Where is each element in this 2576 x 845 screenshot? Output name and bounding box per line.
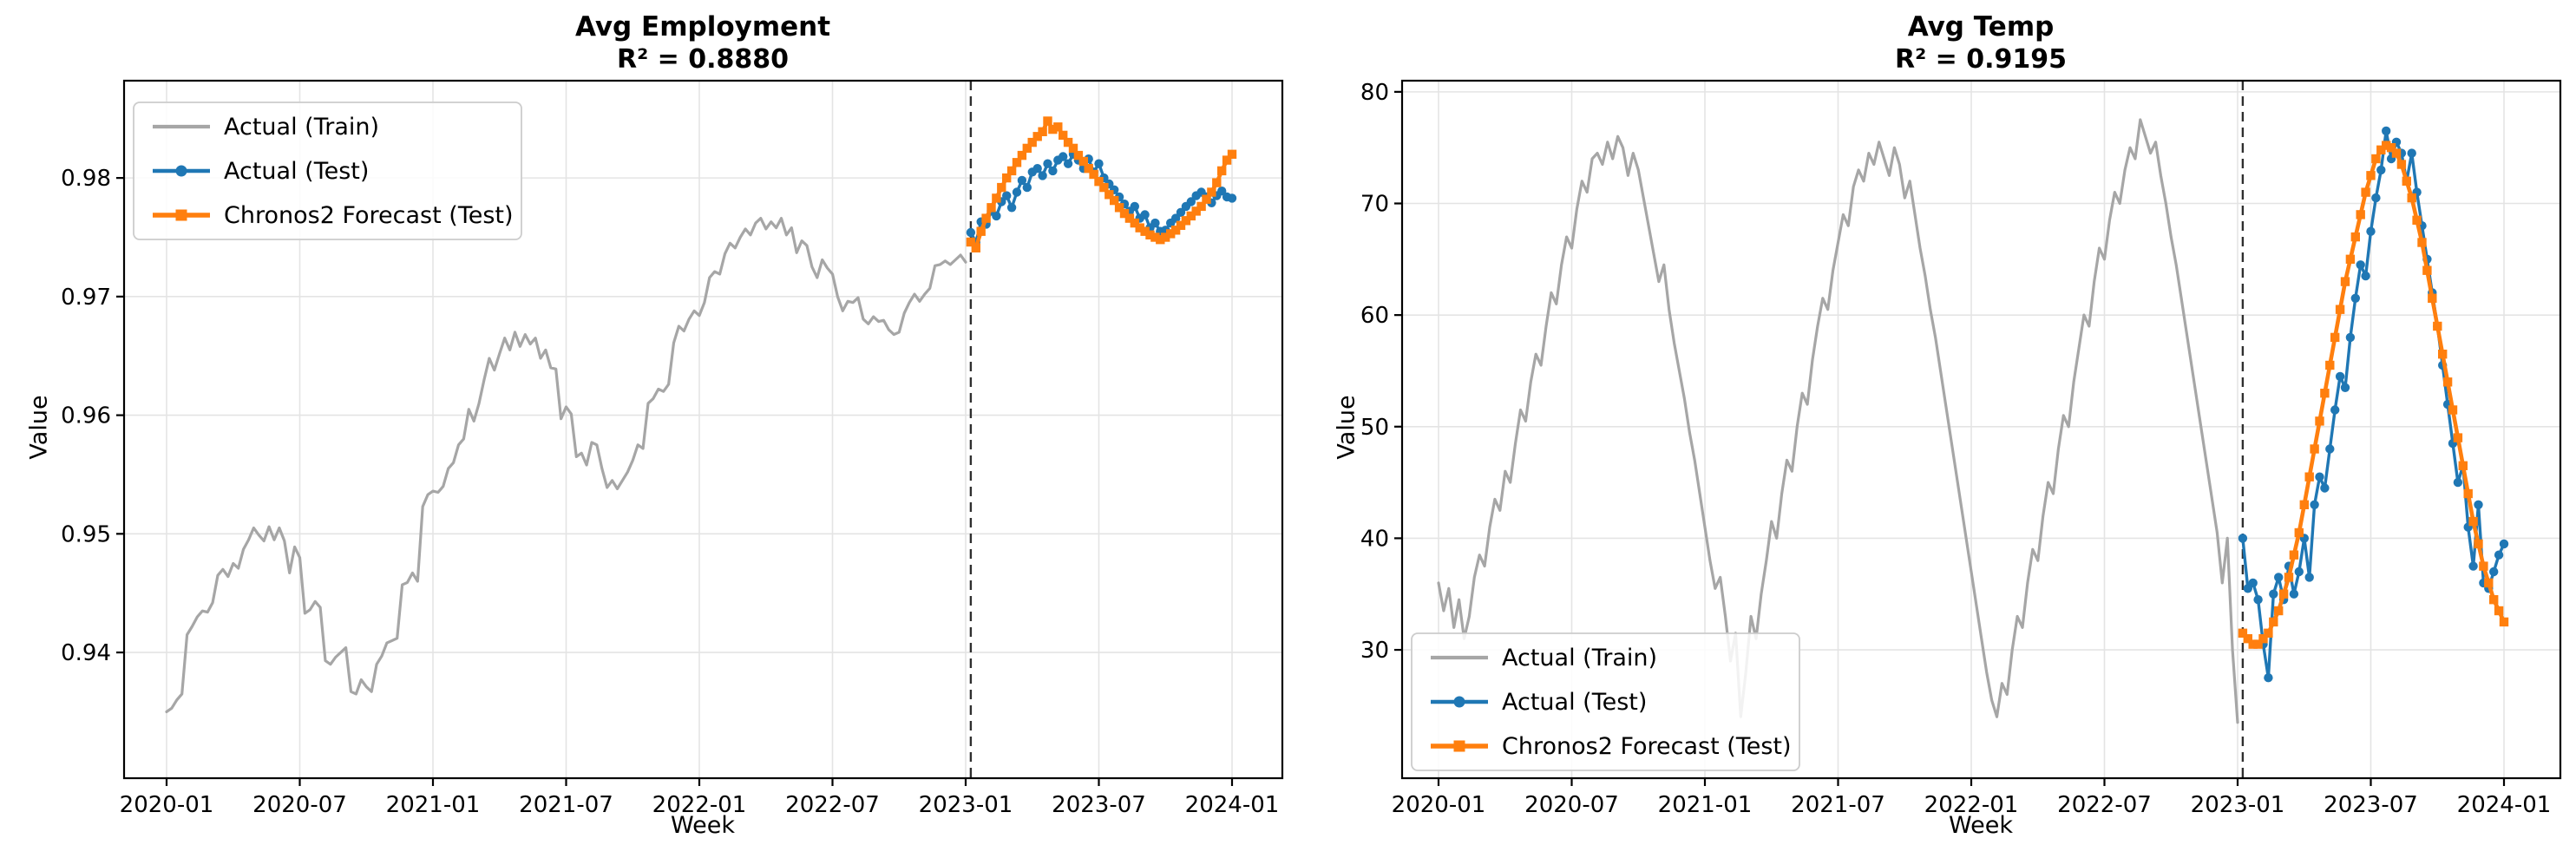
x-tick-label: 2020-01 [120, 792, 214, 818]
x-tick-label: 2024-01 [1185, 792, 1280, 818]
x-tick-label: 2020-07 [1524, 792, 1619, 818]
x-tick-label: 2021-07 [1791, 792, 1885, 818]
axes-employment: 2020-01 2020-07 2021-01 2021-07 2022-01 2022-… [61, 79, 1284, 818]
series-actual-test [966, 149, 1237, 247]
y-tick-label: 0.97 [61, 285, 111, 311]
chart-r2-line: R² = 0.9195 [1894, 44, 2068, 75]
x-tick-label: 2022-07 [785, 792, 880, 818]
chart-r2-line: R² = 0.8880 [616, 44, 790, 75]
x-axis-ticks: 2020-01 2020-07 2021-01 2021-07 2022-01 2022-… [120, 778, 1280, 818]
chart-title-line1: Avg Employment [574, 11, 831, 43]
series-actual-train [1437, 118, 2239, 724]
x-tick-label: 2022-01 [652, 792, 747, 818]
y-axis-ticks: 30 40 50 60 70 80 [1360, 80, 1402, 664]
legend-circle-marker-icon [175, 165, 187, 177]
x-tick-label: 2020-07 [252, 792, 347, 818]
legend-entry-label: Actual (Test) [1502, 689, 1647, 716]
series-actual-test [2238, 126, 2509, 683]
legend-box [1411, 632, 1800, 771]
x-tick-label: 2020-01 [1392, 792, 1486, 818]
legend: Actual (Train) Actual (Test) Chronos2 Fore… [1411, 632, 1800, 771]
series-line [2240, 143, 2507, 646]
x-axis-label: Week [671, 812, 735, 839]
x-tick-label: 2023-01 [2191, 792, 2285, 818]
y-tick-label: 40 [1360, 526, 1389, 552]
series-line [165, 217, 967, 714]
chart-title-line1: Avg Temp [1907, 11, 2055, 43]
axes-frame [122, 79, 1284, 780]
chart-title-temp: Avg Temp R² = 0.9195 [1590, 10, 2371, 75]
y-tick-label: 0.96 [61, 403, 111, 429]
y-axis-label: Value [1333, 395, 1360, 460]
axes-frame [1400, 79, 2562, 780]
y-axis-label: Value [25, 395, 53, 460]
x-axis-ticks: 2020-01 2020-07 2021-01 2021-07 2022-01 2022-… [1392, 778, 2552, 818]
axes-temp: 2020-01 2020-07 2021-01 2021-07 2022-01 2022-… [1360, 79, 2562, 818]
y-axis-ticks: 0.94 0.95 0.96 0.97 0.98 [61, 166, 124, 666]
series-line [1437, 118, 2239, 724]
series-actual-train [165, 217, 967, 714]
legend-entry-label: Actual (Test) [224, 158, 369, 185]
x-tick-label: 2023-07 [1052, 792, 1146, 818]
x-tick-label: 2023-07 [2324, 792, 2418, 818]
series-chronos2-forecast-test [2238, 141, 2509, 649]
x-tick-label: 2021-01 [386, 792, 481, 818]
y-tick-label: 50 [1360, 415, 1389, 441]
legend-entry-label: Actual (Train) [224, 114, 379, 141]
chart-title-employment: Avg Employment R² = 0.8880 [312, 10, 1093, 75]
x-axis-label: Week [1949, 812, 2013, 839]
legend-entry-label: Actual (Train) [1502, 645, 1657, 671]
x-tick-label: 2023-01 [919, 792, 1013, 818]
x-tick-label: 2022-07 [2057, 792, 2152, 818]
legend-circle-marker-icon [1453, 696, 1465, 708]
y-tick-label: 0.98 [61, 166, 111, 192]
x-tick-label: 2021-01 [1658, 792, 1753, 818]
legend-square-marker-icon [175, 209, 187, 221]
y-tick-label: 0.94 [61, 640, 111, 666]
x-tick-label: 2022-01 [1924, 792, 2019, 818]
legend-entry-label: Chronos2 Forecast (Test) [224, 202, 514, 229]
legend: Actual (Train) Actual (Test) Chronos2 Fore… [133, 102, 522, 240]
y-tick-label: 30 [1360, 638, 1389, 664]
legend-box [133, 102, 522, 240]
legend-square-marker-icon [1453, 740, 1465, 752]
legend-entry-label: Chronos2 Forecast (Test) [1502, 733, 1792, 760]
y-tick-label: 60 [1360, 303, 1389, 329]
y-tick-label: 70 [1360, 192, 1389, 218]
x-tick-label: 2024-01 [2457, 792, 2552, 818]
x-tick-label: 2021-07 [519, 792, 613, 818]
y-tick-label: 80 [1360, 80, 1389, 106]
y-tick-label: 0.95 [61, 521, 111, 547]
series-chronos2-forecast-test [966, 116, 1237, 252]
